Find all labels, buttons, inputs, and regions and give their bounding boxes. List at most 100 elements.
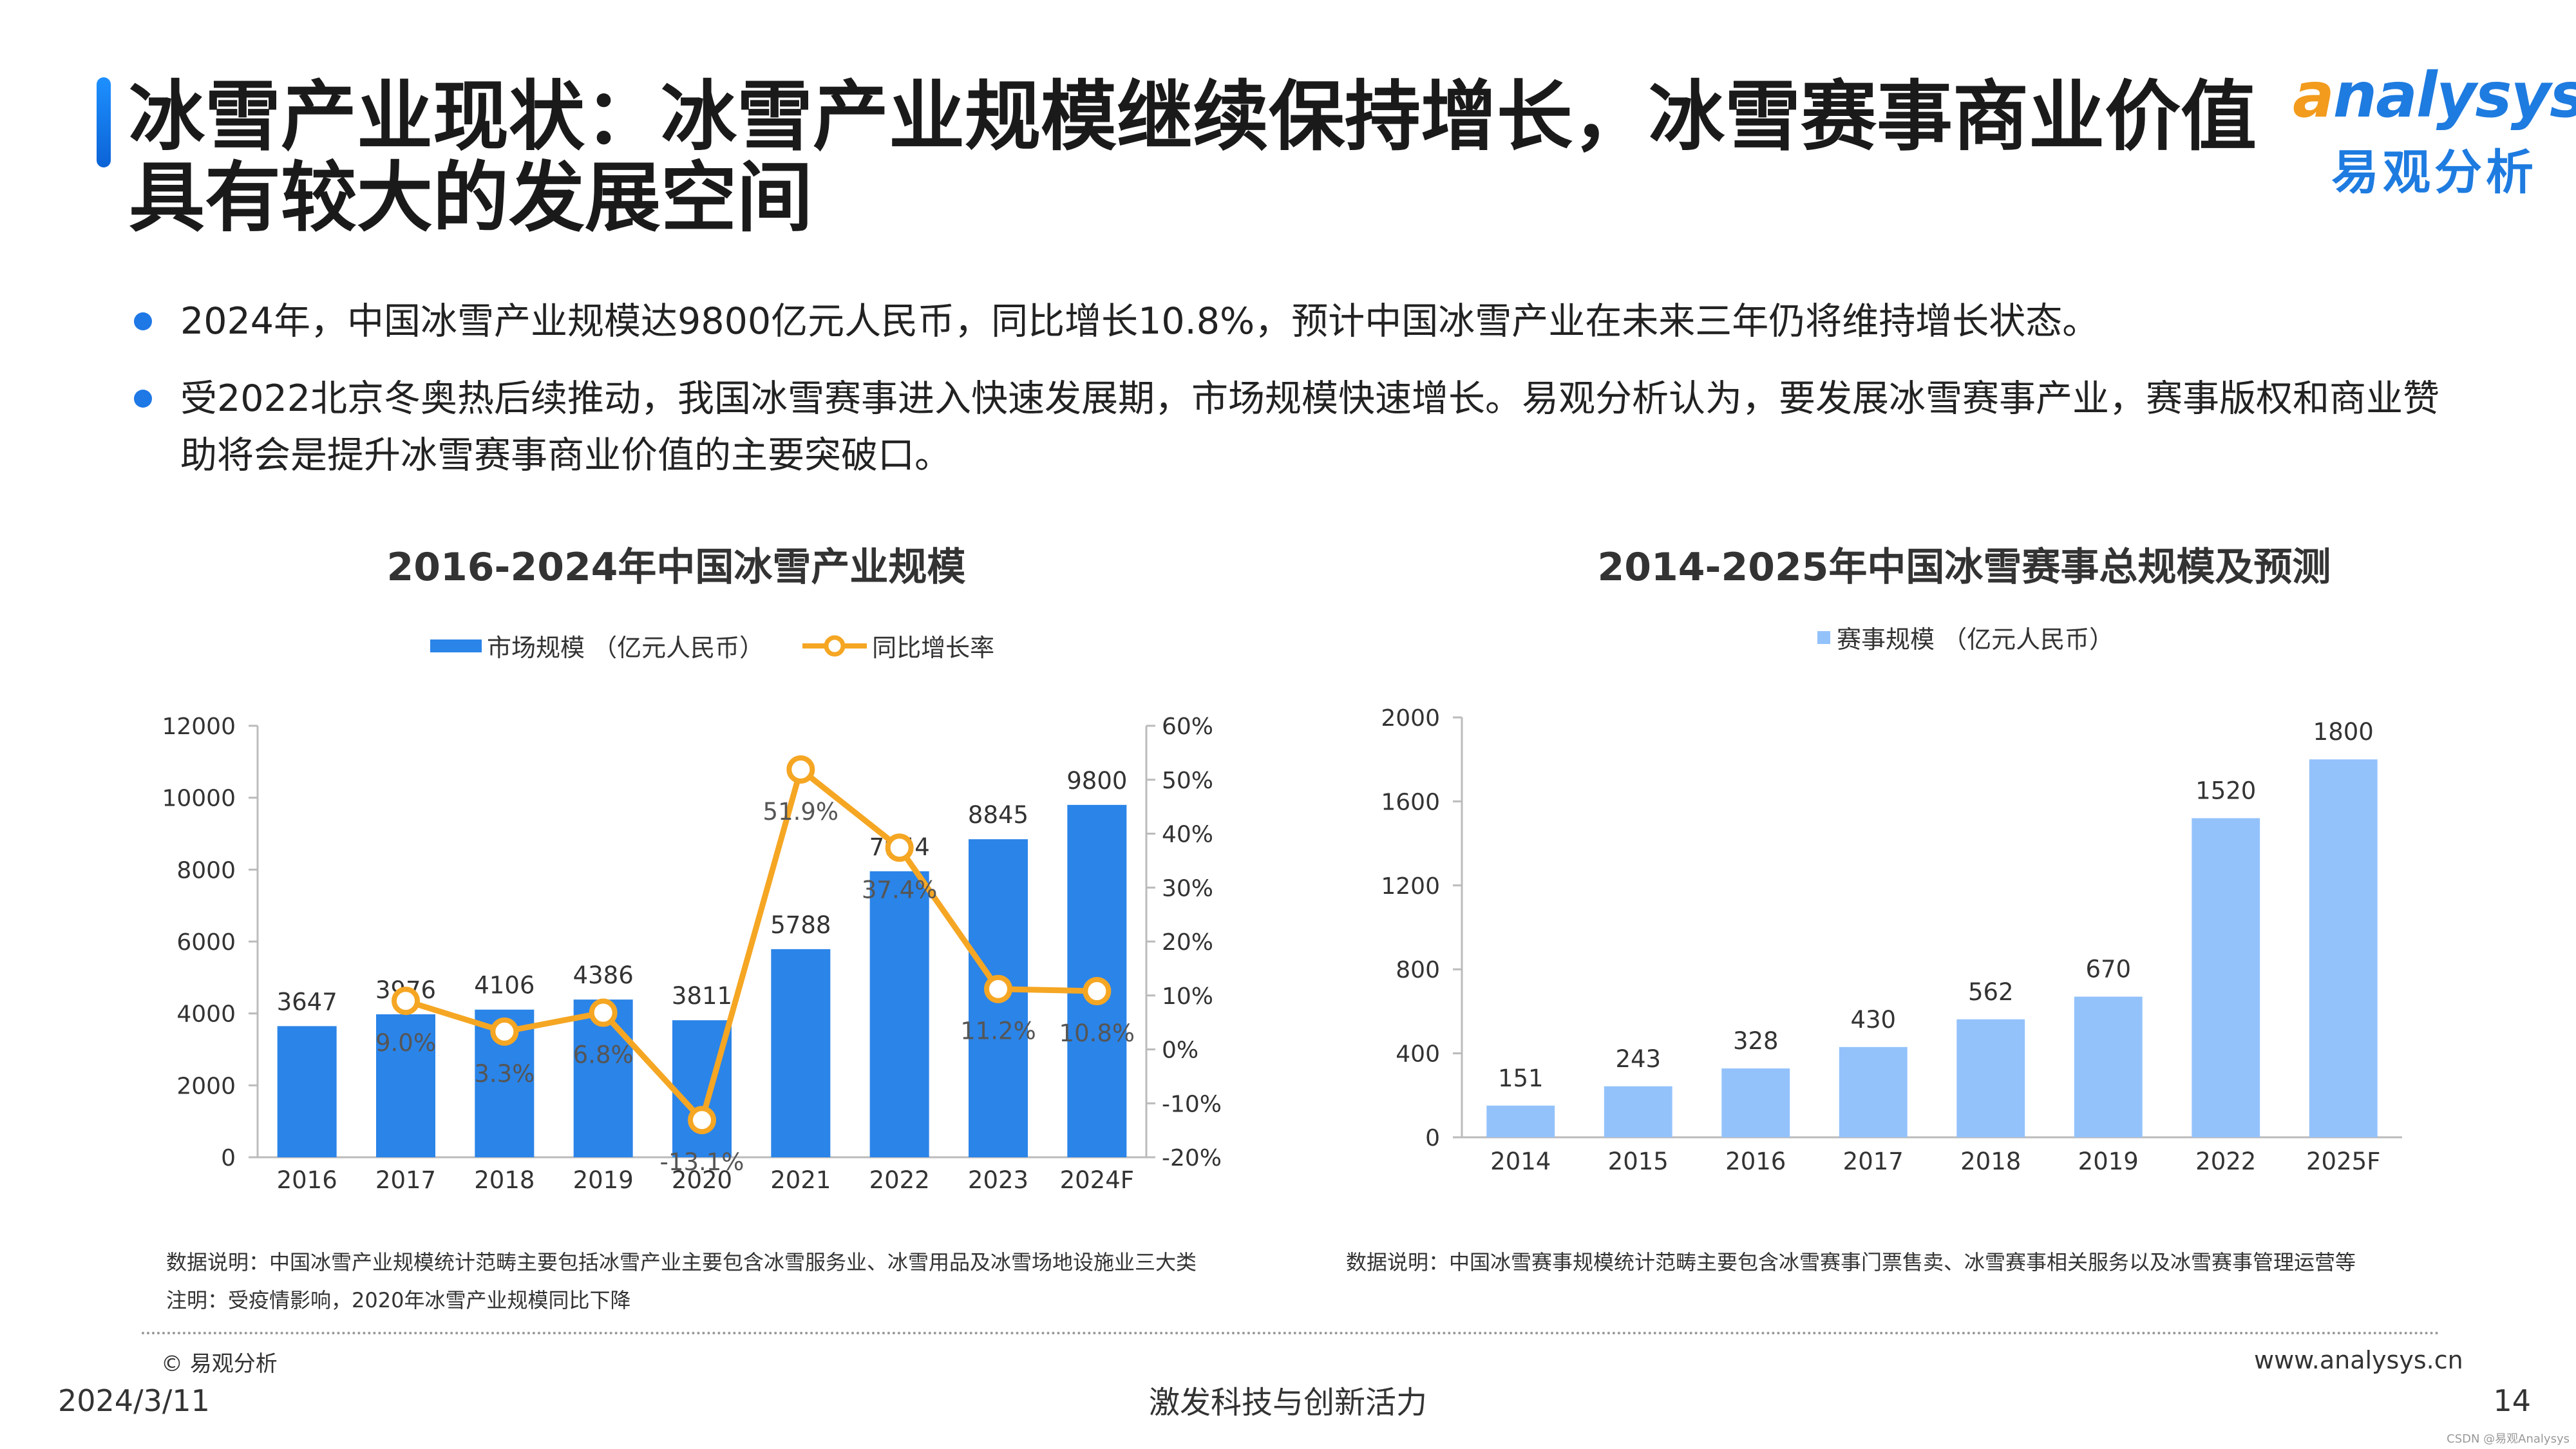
growth-point-2021 xyxy=(786,755,815,784)
bar-value-label: 4106 xyxy=(474,972,535,999)
growth-point-2024F xyxy=(1083,977,1112,1006)
brand-logo-cn: 易观分析 xyxy=(2331,145,2537,200)
y-right-tick-label: 50% xyxy=(1162,768,1213,794)
growth-rate-label: 10.8% xyxy=(1059,1019,1135,1047)
bar-2025F xyxy=(2309,759,2378,1137)
x-tick-label: 2022 xyxy=(869,1166,930,1194)
x-tick-label: 2014 xyxy=(1490,1148,1551,1175)
x-tick-label: 2015 xyxy=(1608,1148,1669,1175)
brand-logo: analysys xyxy=(2293,59,2576,131)
growth-rate-line xyxy=(404,766,1097,1123)
y-left-tick-label: 8000 xyxy=(176,857,236,884)
bar-2016 xyxy=(277,1026,337,1157)
bar-value-label: 670 xyxy=(2085,956,2131,983)
bar-value-label: 5788 xyxy=(770,911,831,939)
x-tick-label: 2025F xyxy=(2306,1148,2380,1175)
y-tick-label: 400 xyxy=(1396,1041,1440,1068)
chart2-title: 2014-2025年中国冰雪赛事总规模及预测 xyxy=(1597,545,2331,590)
y-left-tick-label: 6000 xyxy=(176,929,236,956)
x-tick-label: 2016 xyxy=(1725,1148,1786,1175)
bar-value-label: 3647 xyxy=(277,988,337,1016)
growth-rate-label: 37.4% xyxy=(862,876,938,904)
growth-rate-label: 3.3% xyxy=(474,1060,535,1088)
bullet-dot-icon xyxy=(134,390,152,408)
bar-2022 xyxy=(869,871,929,1157)
x-tick-label: 2021 xyxy=(770,1166,831,1194)
x-tick-label: 2019 xyxy=(2078,1148,2139,1175)
chart2-note-1: 数据说明：中国冰雪赛事规模统计范畴主要包含冰雪赛事门票售卖、冰雪赛事相关服务以及… xyxy=(1346,1250,2356,1274)
bar-value-label: 430 xyxy=(1850,1006,1896,1034)
date: 2024/3/11 xyxy=(58,1383,210,1418)
bullet-dot-icon xyxy=(134,312,152,330)
page-number: 14 xyxy=(2493,1383,2531,1418)
footer-divider xyxy=(142,1332,2441,1334)
bar-2014 xyxy=(1486,1105,1555,1137)
bar-value-label: 151 xyxy=(1498,1065,1544,1092)
bar-2017 xyxy=(1839,1046,1908,1137)
y-right-tick-label: 0% xyxy=(1162,1037,1198,1064)
bar-2016 xyxy=(1721,1068,1790,1137)
growth-point-2017 xyxy=(392,987,420,1016)
x-tick-label: 2016 xyxy=(277,1166,337,1194)
bar-2022 xyxy=(2192,818,2260,1137)
legend-bar-label: 市场规模 （亿元人民币） xyxy=(487,634,764,662)
bar-value-label: 1520 xyxy=(2195,777,2256,804)
brand-logo-text: nalysys xyxy=(2333,59,2576,131)
website-link[interactable]: www.analysys.cn xyxy=(2254,1346,2463,1374)
y-left-tick-label: 10000 xyxy=(162,786,236,812)
bar-2018 xyxy=(1956,1019,2025,1137)
bullet-item-1: 2024年，中国冰雪产业规模达9800亿元人民币，同比增长10.8%，预计中国冰… xyxy=(134,293,2441,350)
growth-point-2022 xyxy=(885,833,914,862)
chart1-svg: 0 2000 4000 6000 8000 10000 12000 -20% -10% 0% 10%… xyxy=(162,714,1222,1194)
y-right-tick-label: -20% xyxy=(1162,1145,1222,1171)
page-title-line1: 冰雪产业现状：冰雪产业规模继续保持增长，冰雪赛事商业价值 xyxy=(129,72,2257,161)
x-tick-label: 2020 xyxy=(672,1166,732,1194)
bar-value-label: 8845 xyxy=(968,801,1028,829)
title-accent-bar xyxy=(97,77,111,167)
bullet-text: 受2022北京冬奥热后续推动，我国冰雪赛事进入快速发展期，市场规模快速增长。易观… xyxy=(180,377,2440,477)
growth-point-2023 xyxy=(984,974,1012,1003)
page-title: 冰雪产业现状：冰雪产业规模继续保持增长，冰雪赛事商业价值 具有较大的发展空间 xyxy=(129,76,2286,238)
bar-value-label: 243 xyxy=(1615,1045,1661,1073)
chart1-title: 2016-2024年中国冰雪产业规模 xyxy=(386,545,966,590)
growth-point-2020 xyxy=(688,1106,716,1135)
legend-bar-swatch xyxy=(430,639,482,652)
x-tick-label: 2022 xyxy=(2195,1148,2256,1175)
y-tick-label: 1200 xyxy=(1381,873,1440,900)
bar-value-label: 9800 xyxy=(1066,767,1127,795)
bar-value-label: 1800 xyxy=(2313,718,2374,746)
growth-point-2019 xyxy=(589,998,618,1027)
y-tick-label: 0 xyxy=(1425,1125,1440,1151)
bar-value-label: 562 xyxy=(1968,978,2014,1006)
y-left-tick-label: 4000 xyxy=(176,1001,236,1028)
bar-2015 xyxy=(1604,1086,1672,1137)
y-left-tick-label: 0 xyxy=(221,1145,236,1171)
x-tick-label: 2017 xyxy=(375,1166,436,1194)
y-tick-label: 800 xyxy=(1396,957,1440,983)
y-right-tick-label: 10% xyxy=(1162,983,1213,1010)
bullet-text: 2024年，中国冰雪产业规模达9800亿元人民币，同比增长10.8%，预计中国冰… xyxy=(180,300,2099,343)
growth-point-2018 xyxy=(490,1017,519,1046)
y-right-tick-label: 60% xyxy=(1162,714,1213,740)
legend-bar-label: 赛事规模 （亿元人民币） xyxy=(1837,625,2114,654)
growth-rate-label: 11.2% xyxy=(960,1018,1036,1045)
y-tick-label: 1600 xyxy=(1381,789,1440,815)
x-tick-label: 2019 xyxy=(573,1166,634,1194)
y-right-tick-label: 30% xyxy=(1162,875,1213,902)
y-tick-label: 2000 xyxy=(1381,705,1440,732)
bar-value-label: 328 xyxy=(1733,1027,1779,1055)
bar-value-label: 3811 xyxy=(672,982,732,1010)
chart1-legend: 市场规模 （亿元人民币） 同比增长率 xyxy=(430,628,994,663)
growth-rate-label: -13.1% xyxy=(660,1148,744,1176)
growth-rate-label: 9.0% xyxy=(375,1029,436,1057)
brand-logo-mark: a xyxy=(2293,59,2334,131)
bar-2017 xyxy=(376,1014,435,1157)
chart2-svg: 0 400 800 1200 1600 2000 151 2014 243 2015 328 2016… xyxy=(1381,705,2402,1175)
bar-value-label: 4386 xyxy=(573,961,634,989)
slogan: 激发科技与创新活力 xyxy=(1148,1385,1427,1421)
x-tick-label: 2018 xyxy=(1960,1148,2021,1175)
copyright: © 易观分析 xyxy=(161,1351,278,1377)
legend-line-label: 同比增长率 xyxy=(872,634,995,662)
y-left-tick-label: 2000 xyxy=(176,1073,236,1099)
x-tick-label: 2018 xyxy=(474,1166,535,1194)
